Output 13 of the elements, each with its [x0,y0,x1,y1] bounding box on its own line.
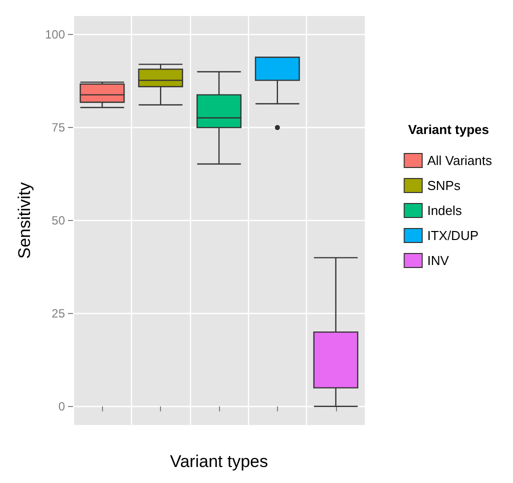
legend-label: Indels [427,203,462,218]
x-axis-title: Variant types [170,452,268,471]
y-tick-label: 100 [44,28,66,42]
legend-label: ITX/DUP [427,228,479,243]
y-tick-label: 25 [52,306,66,320]
y-tick-label: 50 [52,214,66,228]
y-axis-title: Sensitivity [15,182,34,259]
legend-label: SNPs [427,178,461,193]
legend-label: All Variants [427,153,492,168]
y-tick-label: 75 [52,120,66,135]
y-tick-label: 0 [58,399,66,414]
legend-title: Variant types [408,122,490,137]
legend-label: INV [427,253,450,268]
